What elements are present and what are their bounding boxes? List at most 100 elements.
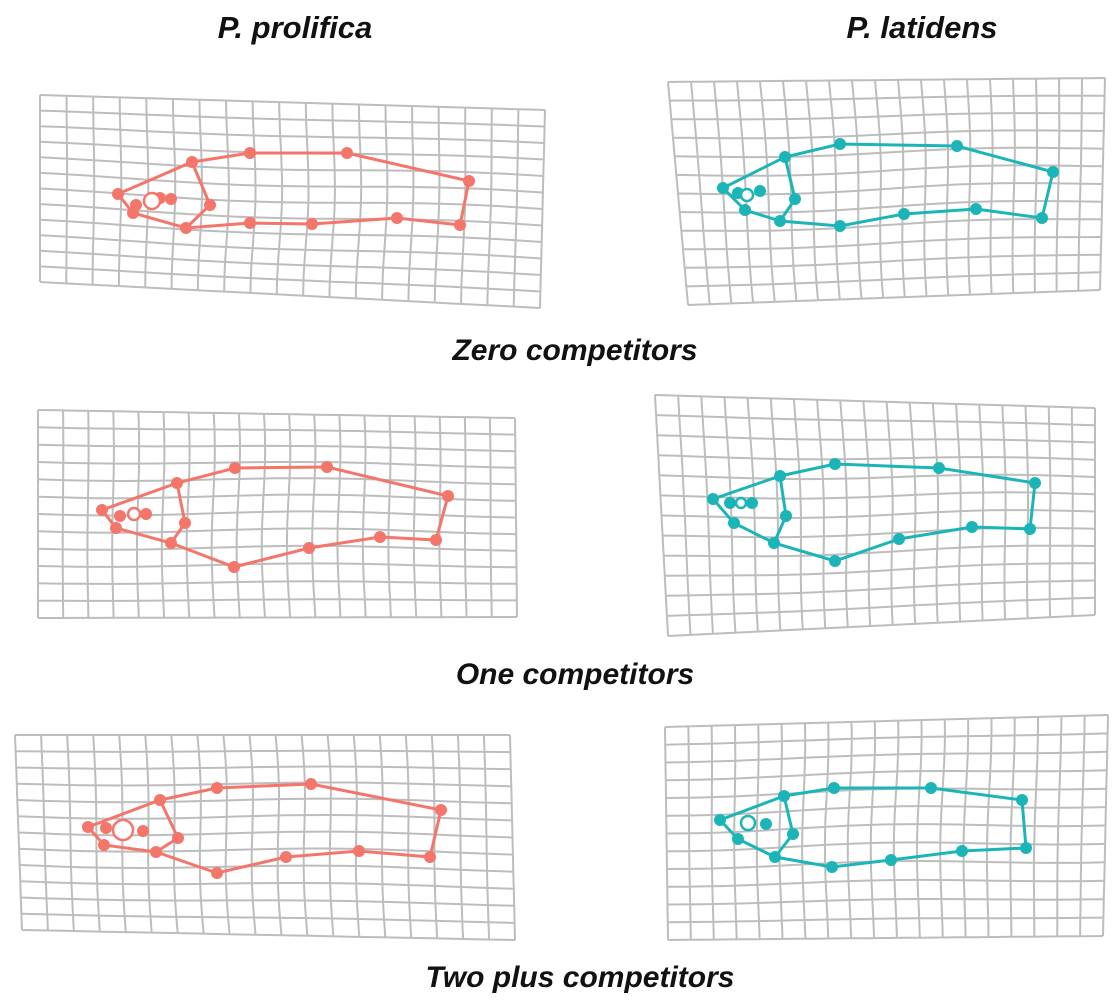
grid-line [660,491,1096,500]
shapes [82,138,1059,879]
grid-line [801,723,807,939]
eye [111,818,135,842]
deformation-grid [654,394,1096,637]
grid-line [823,722,830,939]
landmark [956,845,968,857]
grid-line [828,80,841,300]
landmark [707,493,719,505]
deformation-grid [14,734,516,941]
landmark [430,534,442,546]
outline [169,482,187,544]
grid-line [39,109,545,128]
grid-line [654,394,1096,409]
landmark [228,561,240,573]
grid-line [16,781,512,788]
landmark [1016,794,1028,806]
grid-line [955,403,962,622]
landmark [826,861,838,873]
landmark [966,521,978,533]
eye [126,506,142,522]
outline [184,161,212,230]
landmark-shape [714,782,1032,873]
grid-line [20,880,514,890]
grid-line [684,253,1101,269]
landmark [374,531,386,543]
grid-line [989,79,994,294]
outline [86,782,443,875]
grid-line [39,265,541,293]
landmark [211,782,223,794]
grid-line [1001,405,1007,620]
landmark [760,818,772,830]
landmark [774,470,786,482]
landmark [951,140,963,152]
grid-line [667,614,1096,637]
landmark [724,497,736,509]
grid-line [39,234,542,260]
landmark [728,517,740,529]
landmark [898,208,910,220]
landmark [110,522,122,534]
grid-line [658,454,1096,461]
grid-line [778,723,784,939]
landmark [732,833,744,845]
landmark [82,821,94,833]
grid-line [39,249,541,276]
landmark [780,510,792,522]
landmark [893,533,905,545]
grid-line [17,813,513,822]
grid-line [19,864,514,873]
grid-line [37,580,517,585]
grid-line [302,102,310,296]
column-title: P. prolifica [218,10,373,45]
grid-line [38,616,517,619]
landmark [244,217,256,229]
grid-line [920,79,928,297]
grid-line [663,544,1096,558]
grid-line [456,734,465,939]
grid-line [326,734,335,937]
landmark [829,458,841,470]
grid-line [665,750,1108,764]
grid-line [378,734,387,938]
landmark [172,832,184,844]
landmark [180,222,192,234]
grids [14,77,1109,941]
grid-line [846,721,853,939]
grid-line [674,146,1104,159]
landmark [933,462,945,474]
grid-line [792,399,804,630]
grid-line [39,140,544,161]
column-title: P. latidens [846,10,997,45]
grid-line [1024,405,1029,619]
grid-line [37,527,517,536]
landmark [1029,477,1041,489]
grid-line [39,218,542,243]
grid-line [37,461,516,469]
grid-line [916,720,923,938]
grid-line [311,414,317,618]
landmark [305,778,317,790]
landmark [353,845,365,857]
grid-line [686,271,1101,288]
outline [100,465,450,569]
landmark [154,794,166,806]
landmark [1036,212,1048,224]
landmark-shape [717,138,1059,232]
grid-line [862,401,872,627]
landmark [114,510,126,522]
landmark [746,497,758,509]
grid-line [328,103,336,298]
eye [142,191,162,211]
landmark [186,156,198,168]
grid-line [892,720,900,938]
landmark [211,867,223,879]
grid-line [682,236,1102,251]
grid-line [805,80,820,301]
landmark [1024,523,1036,535]
grid-line [869,721,877,939]
grid-line [275,102,284,295]
landmark [435,804,447,816]
grid-line [19,847,513,856]
